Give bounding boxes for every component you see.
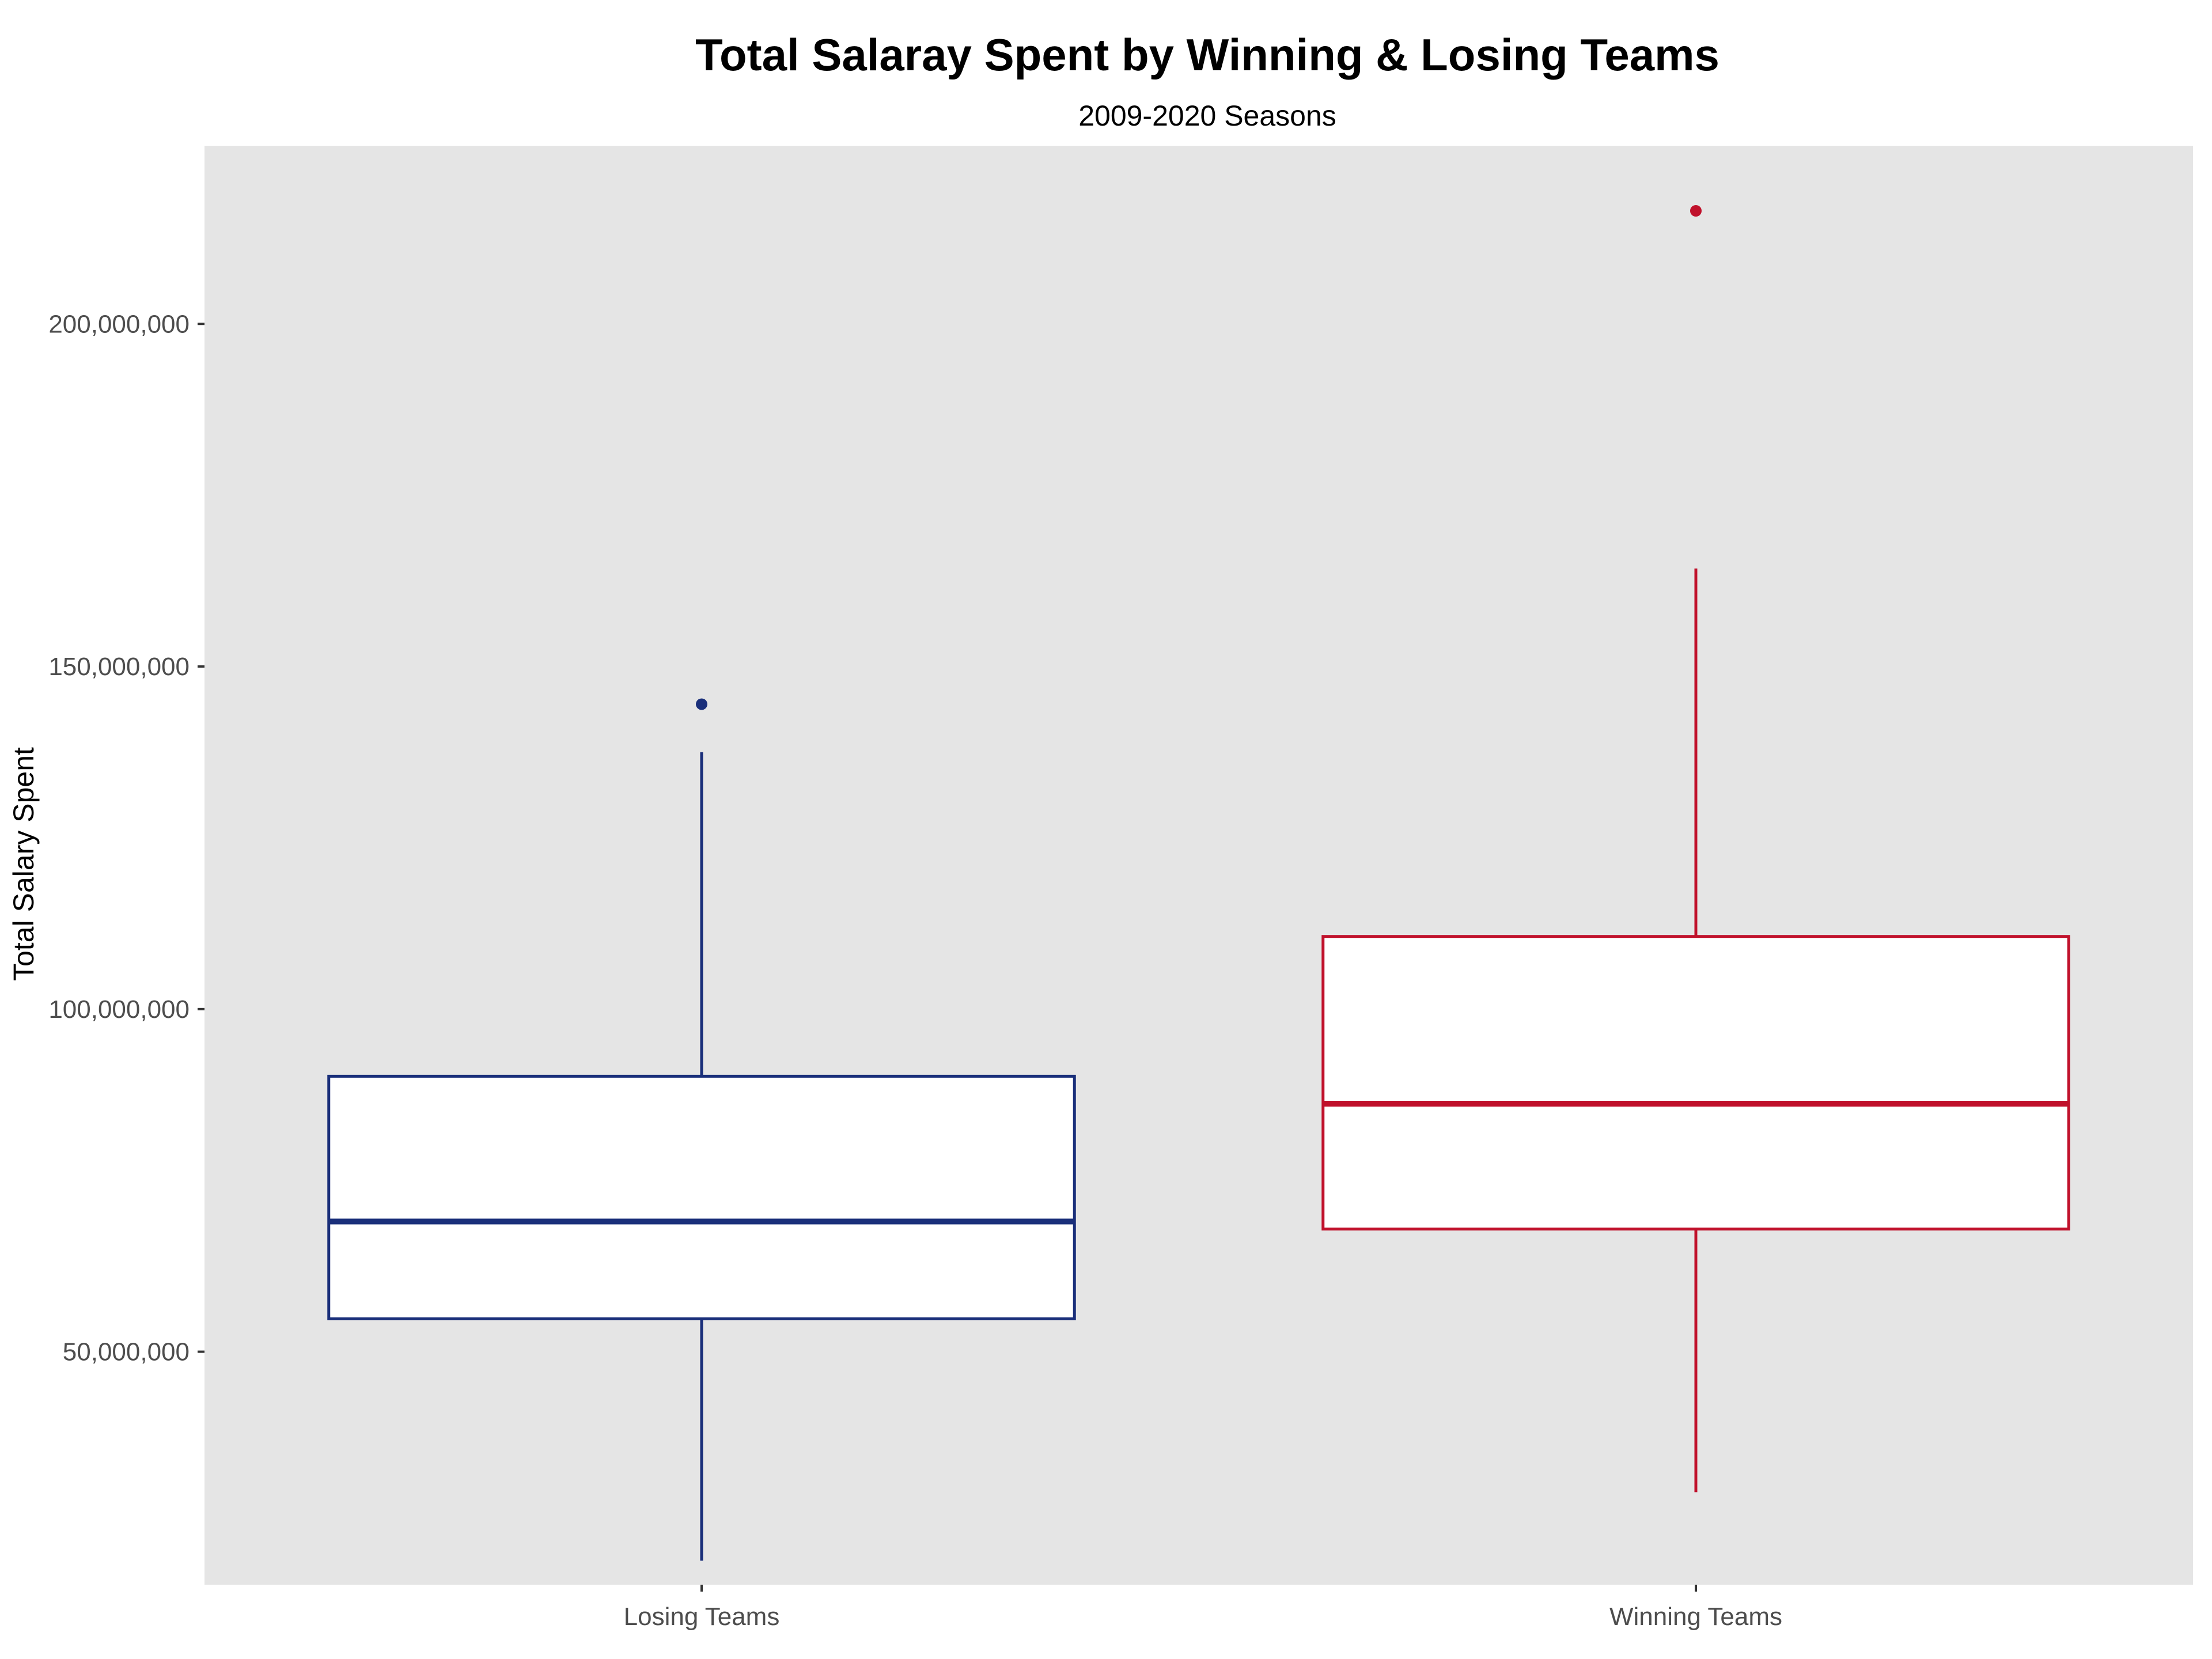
iqr-box (1321, 935, 2070, 1231)
y-tick-label: 50,000,000 (63, 1338, 190, 1366)
y-axis: 50,000,000 100,000,000 150,000,000 200,000,… (48, 310, 204, 1366)
boxes-layer (327, 205, 2070, 1561)
y-tick-label: 150,000,000 (48, 653, 190, 681)
plot-panel (204, 146, 2193, 1585)
y-axis-title: Total Salary Spent (7, 747, 40, 981)
box-group-losing (327, 698, 1076, 1561)
x-tick-label: Losing Teams (624, 1603, 780, 1631)
outlier-point (696, 698, 707, 710)
y-tick-label: 100,000,000 (48, 995, 190, 1024)
x-axis: Losing Teams Winning Teams (624, 1585, 1782, 1631)
y-tick-label: 200,000,000 (48, 310, 190, 338)
box-group-winning (1321, 205, 2070, 1493)
chart-subtitle: 2009-2020 Seasons (1078, 100, 1336, 132)
chart-title: Total Salaray Spent by Winning & Losing … (695, 29, 1719, 80)
outlier-point (1690, 205, 1702, 217)
iqr-box (327, 1074, 1076, 1320)
x-tick-label: Winning Teams (1609, 1603, 1782, 1631)
